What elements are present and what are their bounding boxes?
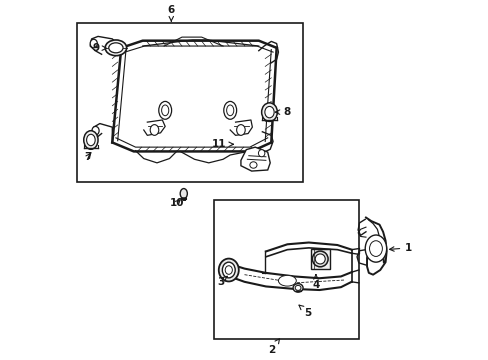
Ellipse shape (315, 254, 325, 264)
Bar (310, 249, 329, 269)
Ellipse shape (92, 126, 99, 135)
Text: 6: 6 (167, 5, 175, 21)
Ellipse shape (264, 107, 274, 118)
Ellipse shape (365, 235, 386, 262)
Text: 9: 9 (93, 43, 106, 53)
Ellipse shape (249, 162, 257, 168)
Text: 11: 11 (212, 139, 233, 149)
Text: 1: 1 (389, 243, 411, 253)
Text: 7: 7 (84, 152, 92, 162)
Ellipse shape (222, 262, 235, 278)
Text: 4: 4 (312, 275, 319, 291)
Ellipse shape (159, 102, 171, 119)
Ellipse shape (90, 39, 97, 48)
Polygon shape (241, 147, 270, 171)
Text: 8: 8 (275, 107, 290, 117)
Ellipse shape (86, 134, 95, 146)
Bar (77, 23, 303, 182)
Ellipse shape (292, 284, 303, 292)
Ellipse shape (108, 43, 123, 53)
Ellipse shape (180, 189, 187, 199)
Ellipse shape (162, 105, 168, 116)
Ellipse shape (261, 103, 277, 121)
Ellipse shape (258, 150, 264, 157)
Ellipse shape (105, 40, 126, 56)
Bar (214, 200, 358, 339)
Ellipse shape (225, 266, 232, 274)
Text: 2: 2 (267, 339, 279, 355)
Ellipse shape (226, 105, 233, 116)
Ellipse shape (224, 102, 236, 119)
Ellipse shape (369, 241, 382, 256)
Text: 10: 10 (169, 198, 183, 208)
FancyBboxPatch shape (78, 24, 301, 181)
Ellipse shape (218, 258, 238, 282)
Text: 3: 3 (217, 276, 226, 287)
Ellipse shape (236, 125, 244, 135)
Ellipse shape (83, 131, 98, 149)
Ellipse shape (278, 275, 296, 286)
Ellipse shape (150, 125, 159, 135)
Text: 5: 5 (298, 305, 311, 318)
Ellipse shape (295, 285, 300, 291)
Ellipse shape (312, 251, 327, 267)
